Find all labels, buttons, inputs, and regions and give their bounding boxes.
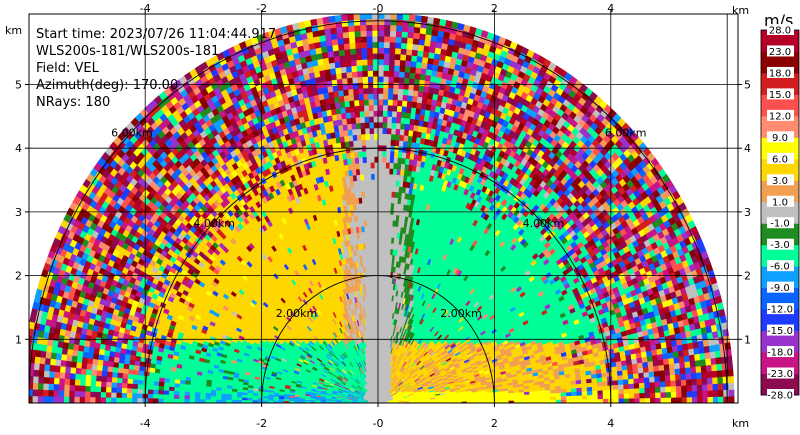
velocity-cell [380, 242, 384, 249]
velocity-cell [241, 397, 248, 401]
velocity-cell [236, 397, 243, 401]
velocity-cell [382, 247, 386, 255]
velocity-cell [246, 397, 253, 401]
velocity-field [29, 14, 735, 403]
